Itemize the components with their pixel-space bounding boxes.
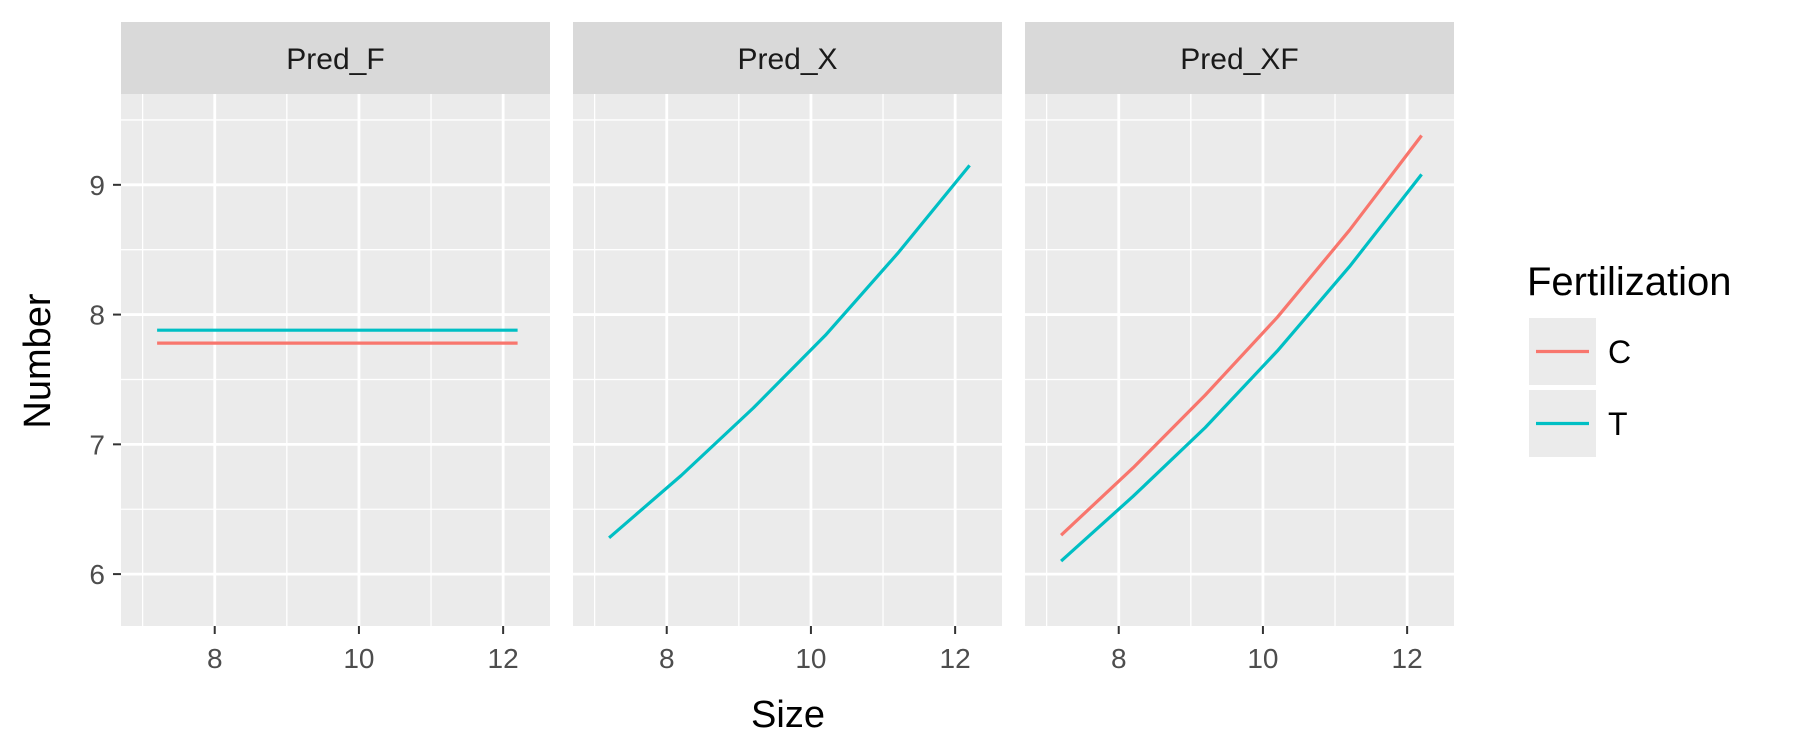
y-axis: 6 7 8 9 xyxy=(89,170,121,590)
gridlines xyxy=(121,94,550,626)
x-tick-label: 12 xyxy=(940,643,971,674)
x-tick-label: 12 xyxy=(1392,643,1423,674)
series-line-t xyxy=(608,164,971,540)
facet-strip xyxy=(121,22,550,94)
y-tick-label: 8 xyxy=(89,300,105,331)
plot-background xyxy=(121,94,550,626)
legend: Fertilization CT xyxy=(1527,260,1732,457)
facet-strip-title: Pred_X xyxy=(737,43,837,76)
legend-entry-c: C xyxy=(1529,318,1631,385)
x-tick-label: 8 xyxy=(1111,643,1127,674)
legend-keys: CT xyxy=(1529,318,1631,457)
x-tick-label: 10 xyxy=(795,643,826,674)
facet-strip-title: Pred_XF xyxy=(1180,43,1298,76)
x-tick-label: 8 xyxy=(207,643,223,674)
legend-entry-t: T xyxy=(1529,390,1628,457)
legend-label: T xyxy=(1608,406,1628,442)
facet-panel-pred-x: Pred_X 8 10 12 xyxy=(573,22,1002,674)
facet-panels: Pred_F 8 10 12 Pred_X 8 10 12 Pred_XF 8 10 12 xyxy=(121,22,1454,674)
y-tick-label: 9 xyxy=(89,170,105,201)
plot-background xyxy=(573,94,1002,626)
series-line-t xyxy=(1060,173,1423,563)
facet-strip xyxy=(573,22,1002,94)
y-tick-label: 6 xyxy=(89,559,105,590)
legend-label: C xyxy=(1608,334,1631,370)
x-tick-label: 10 xyxy=(343,643,374,674)
y-tick-label: 7 xyxy=(89,429,105,460)
facet-panel-pred-f: Pred_F 8 10 12 xyxy=(121,22,550,674)
facet-strip-title: Pred_F xyxy=(286,43,384,76)
x-tick-label: 10 xyxy=(1247,643,1278,674)
facet-panel-pred-xf: Pred_XF 8 10 12 xyxy=(1025,22,1454,674)
y-axis-title: Number xyxy=(17,293,59,428)
facet-strip xyxy=(1025,22,1454,94)
legend-title: Fertilization xyxy=(1527,260,1732,304)
gridlines xyxy=(1025,94,1454,626)
series-line-c xyxy=(1060,134,1423,537)
x-tick-label: 8 xyxy=(659,643,675,674)
gridlines xyxy=(573,94,1002,626)
x-axis-title: Size xyxy=(751,694,825,736)
x-tick-label: 12 xyxy=(488,643,519,674)
